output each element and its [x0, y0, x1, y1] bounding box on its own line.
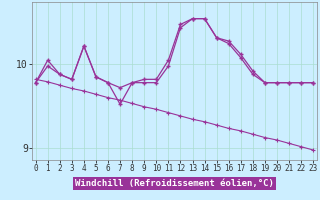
X-axis label: Windchill (Refroidissement éolien,°C): Windchill (Refroidissement éolien,°C): [75, 179, 274, 188]
